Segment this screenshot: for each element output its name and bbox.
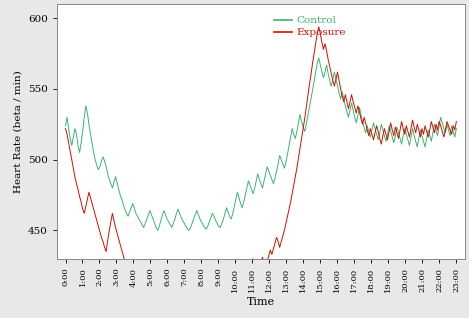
Legend: Control, Exposure: Control, Exposure [270, 12, 350, 41]
Y-axis label: Heart Rate (beta / min): Heart Rate (beta / min) [14, 70, 23, 193]
X-axis label: Time: Time [247, 297, 275, 308]
